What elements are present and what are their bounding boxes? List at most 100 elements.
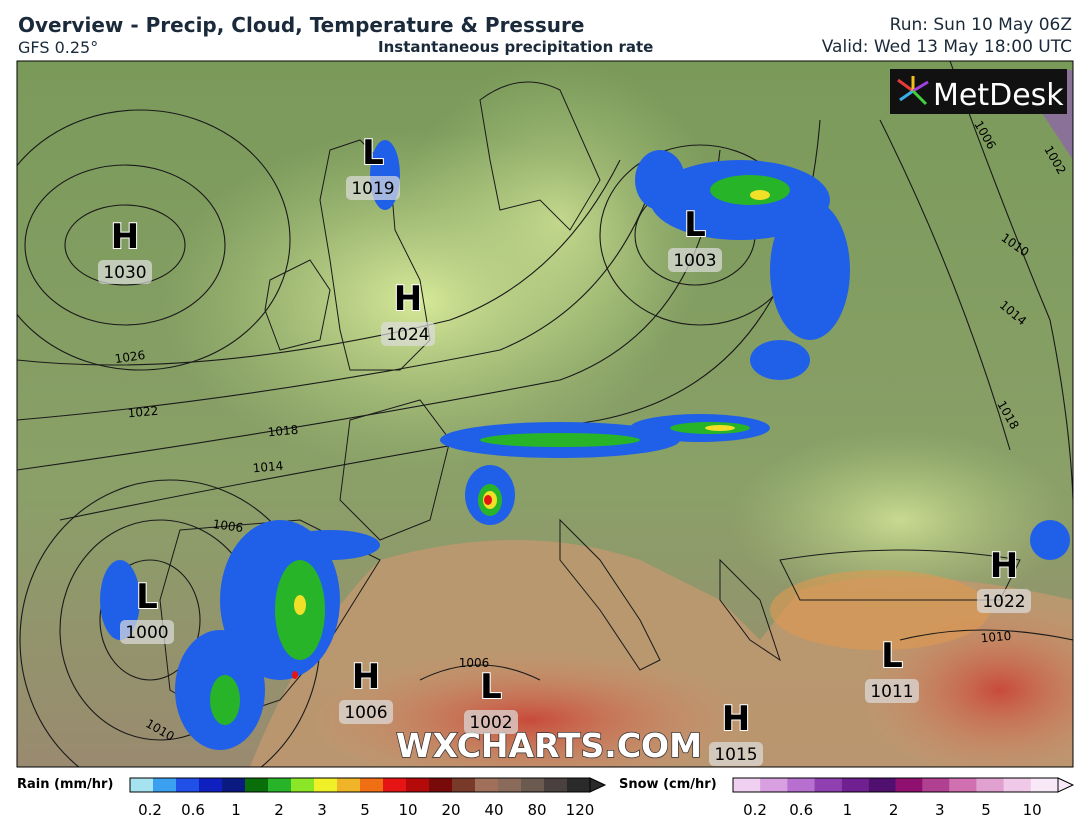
- run: Run: Sun 10 May 06Z: [889, 15, 1072, 35]
- map-imagery: [17, 61, 1073, 767]
- snow-legend-tick: 10: [1023, 801, 1042, 819]
- rain-legend-tick: 0.6: [181, 801, 205, 819]
- rain-legend-tick: 20: [441, 801, 460, 819]
- snow-legend-tick: 0.6: [789, 801, 813, 819]
- title: Overview - Precip, Cloud, Temperature & …: [18, 13, 585, 37]
- isobar-label: 1010: [980, 629, 1012, 646]
- snow-legend-tick: 2: [889, 801, 899, 819]
- pressure-center-type: H: [722, 699, 750, 739]
- rain-legend-bar: [268, 778, 291, 792]
- rain-legend-bar: [176, 778, 199, 792]
- rain-legend-bar: [429, 778, 452, 792]
- pressure-center-type: L: [136, 577, 158, 617]
- pressure-value: 1022: [982, 592, 1025, 612]
- pressure-center-type: H: [394, 279, 422, 319]
- rain-legend-bar: [130, 778, 153, 792]
- rain-legend-tick: 3: [317, 801, 327, 819]
- isobar-label: 1026: [114, 348, 146, 366]
- pressure-label-bg: [339, 700, 393, 724]
- pressure-center-type: H: [990, 546, 1018, 586]
- pressure-label-bg: [865, 679, 919, 703]
- pressure-center-type: L: [684, 205, 706, 245]
- snow-legend-bar: [760, 778, 788, 792]
- pressure-value: 1002: [469, 713, 512, 733]
- rain-legend-bar: [314, 778, 337, 792]
- pressure-label-bg: [98, 260, 152, 284]
- snow-legend-bar: [895, 778, 923, 792]
- rain-legend-bar: [406, 778, 429, 792]
- pressure-center-type: L: [480, 667, 502, 707]
- pressure-label-bg: [346, 176, 400, 200]
- pressure-value: 1003: [673, 251, 716, 271]
- logo-box: [890, 69, 1067, 114]
- pressure-value: 1015: [714, 745, 757, 765]
- pressure-label-bg: [464, 710, 518, 734]
- pressure-value: 1011: [870, 682, 913, 702]
- snow-legend-bar: [1030, 778, 1058, 792]
- pressure-center-type: L: [881, 636, 903, 676]
- snow-legend-bar: [787, 778, 815, 792]
- snow-legend-bar: [868, 778, 896, 792]
- pressure-value: 1024: [386, 325, 429, 345]
- snow-legend-tick: 5: [981, 801, 991, 819]
- pressure-label-bg: [381, 322, 435, 346]
- rain-legend-bar: [383, 778, 406, 792]
- pressure-label-bg: [668, 248, 722, 272]
- pressure-value: 1019: [351, 179, 394, 199]
- snow-legend-bar-frame: [732, 777, 1059, 793]
- isobar-label: 1006: [212, 517, 244, 535]
- snow-legend-bar-arrow: [1057, 777, 1075, 793]
- map-frame: [16, 60, 1074, 768]
- rain-legend-bar-frame: [129, 777, 591, 793]
- pressure-label-bg: [977, 589, 1031, 613]
- pressure-label-bg: [120, 620, 174, 644]
- rain-legend-tick: 2: [274, 801, 284, 819]
- snow-legend-tick: 0.2: [743, 801, 767, 819]
- rain-legend-bar: [360, 778, 383, 792]
- pressure-label-bg: [709, 742, 763, 766]
- rain-legend-bar: [153, 778, 176, 792]
- snow-legend-label: Snow (cm/hr): [619, 777, 717, 792]
- rain-legend-tick: 40: [484, 801, 503, 819]
- snow-legend-bar: [1003, 778, 1031, 792]
- valid: Valid: Wed 13 May 18:00 UTC: [821, 37, 1072, 57]
- subtitle: Instantaneous precipitation rate: [378, 38, 654, 56]
- pressure-value: 1006: [344, 703, 387, 723]
- rain-legend-bar: [521, 778, 544, 792]
- snow-legend-tick: 3: [935, 801, 945, 819]
- rain-legend-bar: [222, 778, 245, 792]
- pressure-center-type: H: [352, 657, 380, 697]
- rain-legend-tick: 1: [231, 801, 241, 819]
- rain-legend-tick: 120: [566, 801, 595, 819]
- rain-legend-bar: [452, 778, 475, 792]
- snow-legend-bar: [976, 778, 1004, 792]
- snow-legend-bar: [733, 778, 761, 792]
- isobar-label: 1014: [252, 459, 284, 476]
- pressure-value: 1030: [103, 263, 146, 283]
- rain-legend-bar: [199, 778, 222, 792]
- rain-legend-bar: [245, 778, 268, 792]
- rain-legend-tick: 5: [360, 801, 370, 819]
- pressure-center-type: H: [111, 217, 139, 257]
- precipitation: [100, 140, 1070, 750]
- rain-legend-bar: [567, 778, 590, 792]
- pressure-center-type: L: [362, 133, 384, 173]
- snow-legend-bar: [841, 778, 869, 792]
- logo: MetDesk: [933, 78, 1064, 113]
- isobar-label: 1022: [127, 404, 159, 421]
- model: GFS 0.25°: [18, 38, 99, 57]
- snow-legend-bar: [814, 778, 842, 792]
- isobar-label: 1006: [459, 656, 490, 670]
- isobar-label: 1018: [267, 423, 299, 440]
- pressure-value: 1000: [125, 623, 168, 643]
- rain-legend-bar-arrow: [589, 777, 607, 793]
- snow-legend-tick: 1: [843, 801, 853, 819]
- rain-legend-tick: 10: [398, 801, 417, 819]
- rain-legend-label: Rain (mm/hr): [17, 777, 113, 792]
- watermark: WXCHARTS.COM: [396, 726, 702, 765]
- rain-legend-bar: [337, 778, 360, 792]
- snow-legend-bar: [922, 778, 950, 792]
- rain-legend-bar: [475, 778, 498, 792]
